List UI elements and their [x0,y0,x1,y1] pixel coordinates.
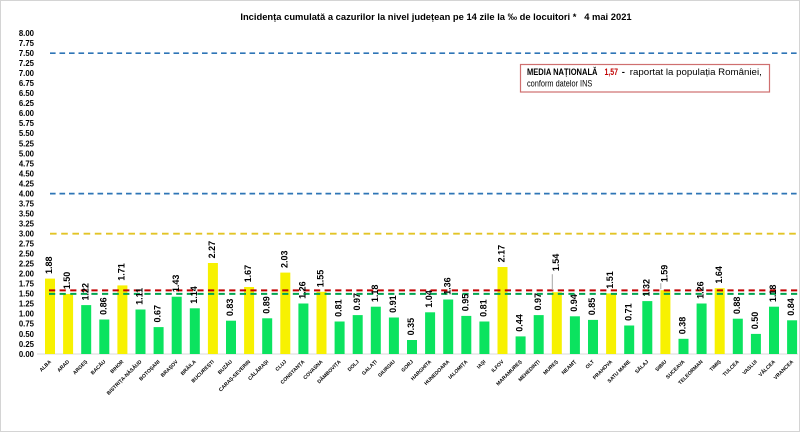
svg-text:conform datelor INS: conform datelor INS [527,78,592,88]
svg-text:1.67: 1.67 [243,265,253,283]
svg-text:2.27: 2.27 [207,241,217,259]
svg-text:1.36: 1.36 [442,277,452,295]
svg-text:4.50: 4.50 [19,169,35,178]
svg-text:3.00: 3.00 [19,230,35,239]
svg-text:0.50: 0.50 [19,330,35,339]
svg-text:1.51: 1.51 [605,271,615,289]
svg-text:0.25: 0.25 [19,340,35,349]
svg-text:2.75: 2.75 [19,240,35,249]
svg-text:7.25: 7.25 [19,59,35,68]
svg-text:0.86: 0.86 [98,297,108,315]
svg-text:3.50: 3.50 [19,210,35,219]
svg-text:1.71: 1.71 [117,263,127,281]
svg-text:raportat la populația României: raportat la populația României, [630,67,762,77]
svg-text:0.94: 0.94 [569,294,579,312]
svg-text:0.85: 0.85 [587,298,597,316]
svg-text:1.59: 1.59 [660,265,670,283]
svg-text:7.00: 7.00 [19,69,35,78]
svg-text:4.25: 4.25 [19,179,35,188]
svg-text:6.50: 6.50 [19,89,35,98]
svg-text:4.00: 4.00 [19,189,35,198]
svg-text:Incidența cumulată a cazurilor: Incidența cumulată a cazurilor la nivel … [240,11,631,22]
svg-text:1.04: 1.04 [424,290,434,308]
svg-text:-: - [622,67,625,78]
svg-text:1.26: 1.26 [298,281,308,299]
svg-text:1.50: 1.50 [62,272,72,290]
svg-text:1.55: 1.55 [316,270,326,288]
svg-text:1.00: 1.00 [19,310,35,319]
svg-text:0.00: 0.00 [19,350,35,359]
svg-text:MEDIA NAȚIONALĂ: MEDIA NAȚIONALĂ [527,67,598,77]
svg-text:7.50: 7.50 [19,49,35,58]
svg-text:2.17: 2.17 [497,245,507,263]
svg-text:6.25: 6.25 [19,99,35,108]
svg-text:2.03: 2.03 [279,250,289,268]
svg-text:OLT: OLT [585,359,597,371]
svg-text:1.18: 1.18 [370,285,380,303]
svg-text:1.26: 1.26 [696,281,706,299]
svg-text:2.25: 2.25 [19,260,35,269]
svg-text:0.71: 0.71 [623,303,633,321]
svg-text:0.88: 0.88 [732,297,742,315]
svg-text:3.25: 3.25 [19,220,35,229]
svg-text:0.67: 0.67 [153,305,163,323]
svg-text:0.97: 0.97 [533,293,543,311]
svg-text:1.64: 1.64 [714,266,724,284]
svg-text:1.11: 1.11 [135,288,145,305]
svg-text:0.44: 0.44 [515,314,525,332]
svg-text:0.97: 0.97 [352,293,362,311]
svg-text:0.75: 0.75 [19,320,35,329]
svg-text:7.75: 7.75 [19,39,35,48]
svg-text:6.75: 6.75 [19,79,35,88]
svg-text:0.38: 0.38 [678,317,688,335]
svg-text:5.25: 5.25 [19,139,35,148]
svg-text:1.75: 1.75 [19,280,35,289]
svg-text:0.91: 0.91 [388,295,398,313]
svg-text:1.54: 1.54 [551,254,561,272]
svg-text:0.89: 0.89 [261,296,271,314]
svg-text:5.00: 5.00 [19,149,35,158]
svg-text:1.22: 1.22 [80,283,90,301]
svg-text:6.00: 6.00 [19,109,35,118]
svg-text:1.88: 1.88 [44,256,54,274]
svg-text:0.50: 0.50 [750,312,760,330]
svg-text:0.95: 0.95 [460,294,470,312]
svg-text:0.35: 0.35 [406,318,416,336]
svg-text:1.32: 1.32 [641,279,651,297]
svg-text:0.81: 0.81 [334,299,344,317]
svg-text:1.25: 1.25 [19,300,35,309]
svg-text:2.00: 2.00 [19,270,35,279]
svg-text:2.50: 2.50 [19,250,35,259]
svg-text:IAȘI: IAȘI [476,359,488,371]
svg-text:5.75: 5.75 [19,119,35,128]
svg-text:0.81: 0.81 [479,299,489,317]
svg-text:1.43: 1.43 [171,275,181,293]
svg-text:4.75: 4.75 [19,159,35,168]
svg-text:0.83: 0.83 [225,299,235,317]
svg-text:5.50: 5.50 [19,129,35,138]
svg-text:1.18: 1.18 [768,285,778,303]
svg-text:3.75: 3.75 [19,199,35,208]
svg-text:1.50: 1.50 [19,290,35,299]
svg-text:1,57: 1,57 [605,67,619,77]
svg-text:8.00: 8.00 [19,29,35,38]
svg-text:1.14: 1.14 [189,286,199,304]
svg-text:0.84: 0.84 [786,298,796,316]
